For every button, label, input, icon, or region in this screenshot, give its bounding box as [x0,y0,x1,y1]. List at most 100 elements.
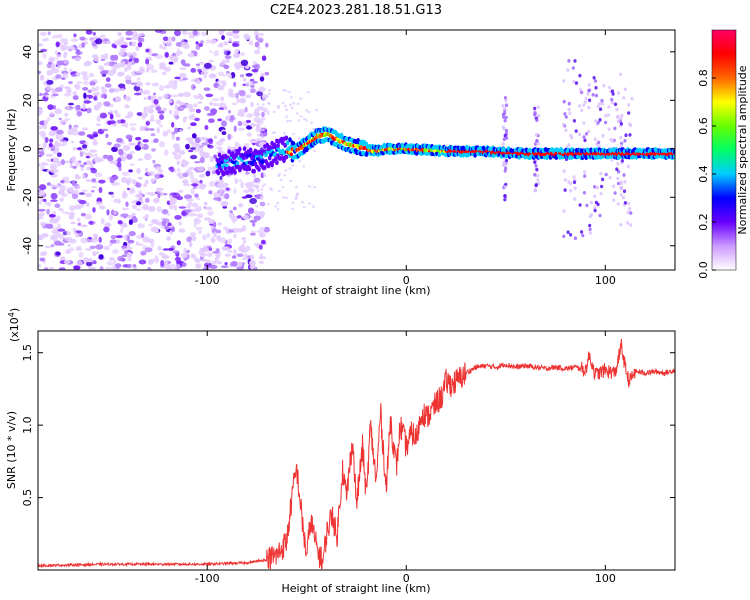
spectrogram-noise-cell [95,91,101,95]
spectrogram-burst-cell [578,88,583,92]
spectrogram-noise-cell [86,166,91,171]
spectrogram-noise-cell [137,37,145,43]
spectrogram-noise-cell [44,267,49,270]
spectrogram-ridge-cell [233,170,237,175]
spectrogram-burst-cell [569,133,573,138]
spectrogram-marks [38,30,675,270]
spectrogram-noise-cell [308,185,311,188]
spectrogram-burst-cell [580,108,584,113]
spectrogram-noise-cell [229,117,236,120]
spectrogram-noise-cell [267,102,271,106]
spectrogram-noise-cell [298,160,302,163]
spectrogram-noise-cell [169,198,177,205]
spectrogram-noise-cell [182,262,187,267]
spectrogram-noise-cell [46,79,54,85]
spectrogram-noise-cell [96,101,102,108]
spectrogram-noise-cell [257,181,261,184]
spectrogram-noise-cell [200,40,204,44]
spectrogram-noise-cell [111,249,119,254]
spectrogram-noise-cell [175,136,180,141]
spectrogram-noise-cell [174,76,181,80]
spectrogram-noise-cell [89,238,98,243]
spectrogram-noise-cell [59,119,64,125]
spectrogram-noise-cell [240,181,244,189]
spectrogram-noise-cell [189,173,195,179]
spectrogram-noise-cell [146,192,153,195]
spectrogram-noise-cell [176,172,180,176]
spectrogram-noise-cell [100,93,107,99]
spectrogram-noise-cell [296,102,300,106]
spectrogram-noise-cell [47,61,53,65]
spectrogram-ridge-cell [242,146,247,152]
spectrogram-burst-cell [619,223,623,227]
spectrogram-noise-cell [46,223,54,229]
spectrogram-noise-cell [38,235,42,241]
spectrogram-noise-cell [257,113,261,116]
spectrogram-noise-cell [197,213,204,219]
spectrogram-burst-cell [581,233,585,238]
spectrogram-noise-cell [138,259,147,265]
spectrogram-noise-cell [253,210,259,215]
spectrogram-noise-cell [186,198,194,202]
spectrogram-noise-cell [104,83,112,88]
spectrogram-noise-cell [88,266,96,270]
spectrogram-noise-cell [248,40,254,46]
spectrogram-burst-cell [597,140,601,145]
spectrogram-noise-cell [133,57,140,64]
spectrogram-noise-cell [121,123,126,127]
spectrogram-noise-cell [152,159,156,164]
spectrogram-burst-cell [596,104,600,109]
spectrogram-noise-cell [105,77,111,82]
spectrogram-noise-cell [193,222,197,228]
spectrogram-noise-cell [105,40,112,44]
x-tick-label: 100 [595,572,616,585]
spectrogram-noise-cell [173,153,182,160]
spectrogram-noise-cell [221,35,226,41]
spectrogram-noise-cell [265,42,269,48]
spectrogram-noise-cell [110,54,116,61]
spectrogram-noise-cell [196,197,201,201]
spectrogram-noise-cell [224,253,231,257]
spectrogram-noise-cell [148,223,153,227]
spectrogram-noise-cell [190,154,198,160]
spectrogram-noise-cell [263,110,267,113]
spectrogram-noise-cell [261,103,265,106]
spectrogram-noise-cell [241,225,247,232]
spectrogram-noise-cell [259,192,263,195]
spectrogram-noise-cell [154,173,161,180]
spectrogram-noise-cell [145,58,150,65]
spectrogram-noise-cell [251,68,259,73]
spectrogram-noise-cell [158,169,164,174]
spectrogram-noise-cell [282,88,286,92]
spectrogram-burst-cell [503,194,507,198]
spectrogram-noise-cell [57,228,66,232]
spectrogram-noise-cell [136,77,141,81]
spectrogram-burst-cell [604,120,608,125]
spectrogram-burst-cell [504,166,508,170]
spectrogram-noise-cell [297,119,301,122]
spectrogram-noise-cell [105,222,111,226]
y-tick-label: 1.5 [21,344,34,362]
spectrogram-noise-cell [228,110,231,114]
spectrogram-noise-cell [267,92,271,95]
spectrogram-noise-cell [75,185,81,189]
spectrogram-noise-cell [195,205,202,212]
spectrogram-burst-cell [587,83,591,87]
spectrogram-noise-cell [76,147,83,151]
spectrogram-noise-cell [64,112,69,117]
spectrogram-noise-cell [206,232,211,238]
spectrogram-noise-cell [108,257,115,261]
spectrogram-noise-cell [55,74,62,79]
spectrogram-noise-cell [207,210,214,216]
spectrogram-ridge-cell [288,137,292,143]
spectrogram-noise-cell [55,87,63,93]
spectrogram-ridge-cell [264,153,268,158]
spectrogram-noise-cell [56,215,61,221]
spectrogram-noise-cell [204,206,213,211]
spectrogram-noise-cell [145,82,151,86]
spectrogram-burst-cell [613,191,617,195]
spectrogram-burst-cell [582,121,586,125]
spectrogram-noise-cell [154,30,163,33]
spectrogram-noise-cell [245,94,252,99]
spectrogram-noise-cell [213,196,221,201]
